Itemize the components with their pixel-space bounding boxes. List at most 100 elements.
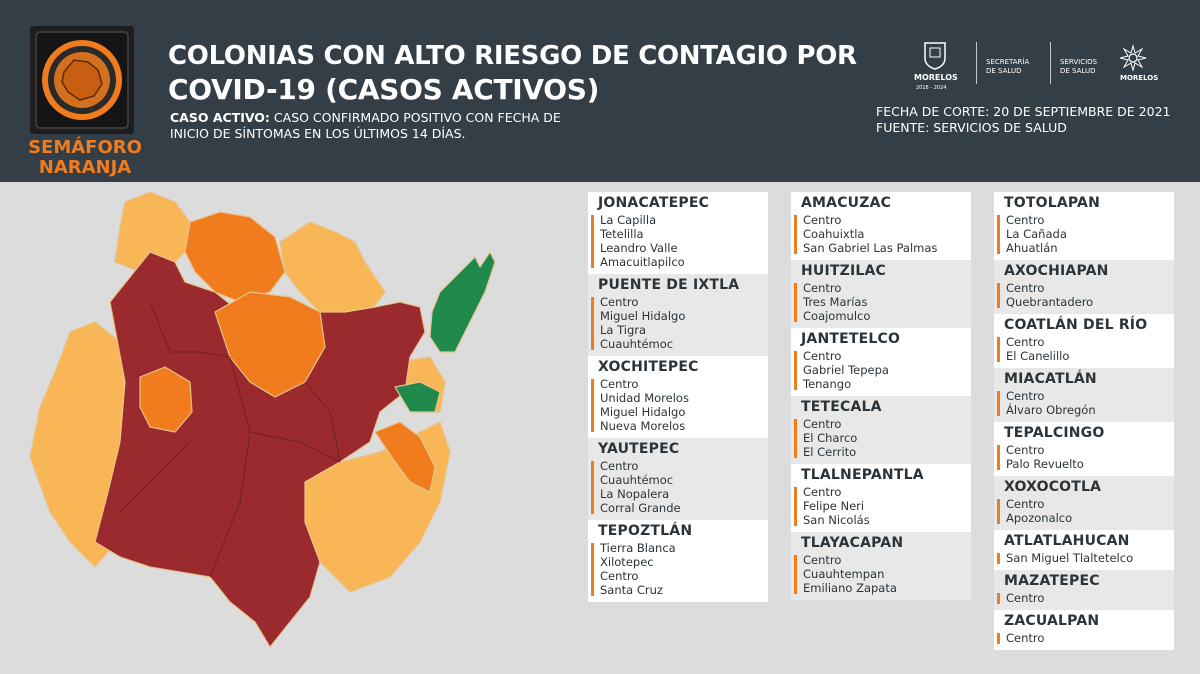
colonia-item: La Tigra [600, 323, 647, 337]
colonia-item: Centro [1006, 591, 1045, 605]
colonia-item: San Miguel Tlaltetelco [1006, 551, 1134, 565]
colonia-item: San Gabriel Las Palmas [803, 241, 938, 255]
colonia-item: Coahuixtla [803, 227, 865, 241]
municipio-block: AXOCHIAPAN Centro Quebrantadero [994, 260, 1174, 314]
colonia-item: Centro [803, 349, 842, 363]
column-1: JONACATEPEC La Capilla Tetelilla Leandro Va… [588, 192, 768, 602]
colonias-list: San Miguel Tlaltetelco [997, 551, 1174, 565]
municipio-name: HUITZILAC [801, 263, 887, 279]
map-region-center-orange [214, 291, 326, 398]
column-3: TOTOLAPAN Centro La Cañada Ahuatlán AXOCHIAP… [994, 192, 1174, 650]
municipio-block: YAUTEPEC Centro Cuauhtémoc La Nopalera Corra… [588, 438, 768, 520]
colonia-item: Tetelilla [600, 227, 644, 241]
municipio-block: JANTETELCO Centro Gabriel Tepepa Tenango [791, 328, 971, 396]
map-region-east-green [394, 381, 441, 413]
semaforo-label-2: NARANJA [38, 157, 132, 178]
colonia-item: Palo Revuelto [1006, 457, 1084, 471]
logo-separator-2 [1050, 42, 1051, 84]
title-line-1: COLONIAS CON ALTO RIESGO DE CONTAGIO POR [168, 41, 857, 71]
colonia-item: Centro [600, 459, 639, 473]
colonia-item: Ahuatlán [1006, 241, 1058, 255]
colonia-item: Cuauhtémoc [600, 337, 674, 351]
column-2: AMACUZAC Centro Coahuixtla San Gabriel Las … [791, 192, 971, 600]
colonias-list: Centro El Canelillo [997, 335, 1174, 363]
morelos-shield-icon [924, 42, 946, 70]
colonias-list: Centro Coahuixtla San Gabriel Las Palmas [794, 213, 971, 255]
colonia-item: San Nicolás [803, 513, 870, 527]
colonia-item: Corral Grande [600, 501, 681, 515]
colonia-item: El Cerrito [803, 445, 857, 459]
colonia-item: Centro [600, 295, 639, 309]
municipio-block: COATLÁN DEL RÍO Centro El Canelillo [994, 314, 1174, 368]
colonia-item: Centro [1006, 631, 1045, 645]
municipio-block: XOXOCOTLA Centro Apozonalco [994, 476, 1174, 530]
semaforo-label-1: SEMÁFORO [28, 137, 142, 158]
fecha-fuente: FECHA DE CORTE: 20 DE SEPTIEMBRE DE 2021… [876, 104, 1176, 136]
map-region-north-light [279, 221, 386, 323]
fecha-corte: FECHA DE CORTE: 20 DE SEPTIEMBRE DE 2021 [876, 104, 1171, 119]
municipio-name: TLAYACAPAN [801, 535, 904, 551]
logo-separator-1 [976, 42, 977, 84]
logo-secretaria-1: SECRETARÍA [986, 58, 1030, 66]
logo-servicios-2: DE SALUD [1060, 67, 1096, 75]
municipio-name: ATLATLAHUCAN [1004, 533, 1130, 549]
logo-secretaria-2: DE SALUD [986, 67, 1022, 75]
colonias-list: Centro Álvaro Obregón [997, 389, 1174, 417]
page-title: COLONIAS CON ALTO RIESGO DE CONTAGIO POR… [168, 40, 858, 106]
colonia-item: Nueva Morelos [600, 419, 686, 433]
colonia-item: Tres Marías [803, 295, 868, 309]
colonia-item: Felipe Neri [803, 499, 865, 513]
municipio-block: MIACATLÁN Centro Álvaro Obregón [994, 368, 1174, 422]
municipio-name: AMACUZAC [801, 195, 892, 211]
municipio-name: XOCHITEPEC [598, 359, 699, 375]
municipio-block: ZACUALPAN Centro [994, 610, 1174, 650]
colonia-item: Tenango [803, 377, 852, 391]
colonia-item: Miguel Hidalgo [600, 309, 686, 323]
colonia-item: Apozonalco [1006, 511, 1073, 525]
municipio-name: MIACATLÁN [1004, 371, 1097, 387]
colonias-list: Centro Miguel Hidalgo La Tigra Cuauhtémoc [591, 295, 768, 351]
municipio-name: AXOCHIAPAN [1004, 263, 1109, 279]
municipio-block: TEPALCINGO Centro Palo Revuelto [994, 422, 1174, 476]
colonia-item: El Canelillo [1006, 349, 1070, 363]
municipio-block: HUITZILAC Centro Tres Marías Coajomulco [791, 260, 971, 328]
colonia-item: La Cañada [1006, 227, 1067, 241]
definition-text: CASO ACTIVO: CASO CONFIRMADO POSITIVO CO… [170, 110, 640, 142]
colonia-item: Centro [803, 485, 842, 499]
colonia-item: Cuauhtempan [803, 567, 885, 581]
colonia-item: Centro [1006, 389, 1045, 403]
colonias-list: Tierra Blanca Xilotepec Centro Santa Cruz [591, 541, 768, 597]
municipio-name: TETECALA [801, 399, 882, 415]
colonia-item: Centro [1006, 443, 1045, 457]
colonias-list: Centro El Charco El Cerrito [794, 417, 971, 459]
colonias-list: Centro [997, 631, 1174, 645]
municipio-block: ATLATLAHUCAN San Miguel Tlaltetelco [994, 530, 1174, 570]
header-banner: SEMÁFORO NARANJA COLONIAS CON ALTO RIESG… [0, 0, 1200, 182]
municipio-block: MAZATEPEC Centro [994, 570, 1174, 610]
map-region-northeast-green [429, 251, 496, 353]
municipio-name: XOXOCOTLA [1004, 479, 1102, 495]
colonia-item: Santa Cruz [600, 583, 663, 597]
colonia-item: Unidad Morelos [600, 391, 689, 405]
colonias-list: Centro Tres Marías Coajomulco [794, 281, 971, 323]
colonia-item: Centro [803, 553, 842, 567]
municipio-block: TOTOLAPAN Centro La Cañada Ahuatlán [994, 192, 1174, 260]
colonias-list: Centro Unidad Morelos Miguel Hidalgo Nueva … [591, 377, 768, 433]
colonia-item: Centro [803, 281, 842, 295]
colonia-item: Centro [600, 569, 639, 583]
colonias-list: Centro Gabriel Tepepa Tenango [794, 349, 971, 391]
municipio-name: TLALNEPANTLA [801, 467, 924, 483]
municipio-name: TEPOZTLÁN [598, 523, 693, 539]
colonia-item: Centro [803, 213, 842, 227]
municipio-name: JANTETELCO [801, 331, 901, 347]
colonia-item: Centro [1006, 213, 1045, 227]
municipio-name: JONACATEPEC [598, 195, 710, 211]
municipio-block: TLAYACAPAN Centro Cuauhtempan Emiliano Zapa… [791, 532, 971, 600]
colonias-list: Centro Cuauhtémoc La Nopalera Corral Grande [591, 459, 768, 515]
colonia-item: Quebrantadero [1006, 295, 1094, 309]
colonias-list: Centro Quebrantadero [997, 281, 1174, 309]
municipio-name: TEPALCINGO [1004, 425, 1105, 441]
colonia-item: El Charco [803, 431, 858, 445]
fuente: FUENTE: SERVICIOS DE SALUD [876, 120, 1067, 135]
municipio-block: PUENTE DE IXTLA Centro Miguel Hidalgo La Ti… [588, 274, 768, 356]
